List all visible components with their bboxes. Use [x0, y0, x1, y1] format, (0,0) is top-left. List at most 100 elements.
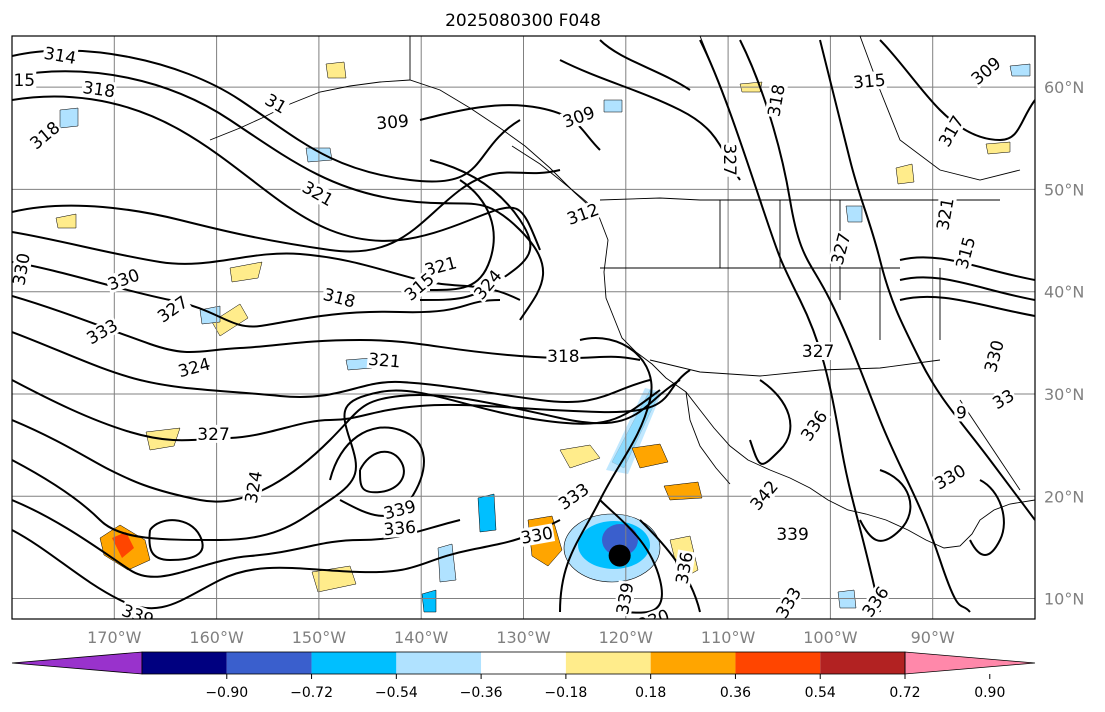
- contour-label-text: 330: [981, 338, 1009, 375]
- contour-label-background: [858, 582, 893, 619]
- lon-tick-label: 110°W: [701, 628, 756, 647]
- contour-label: 324: [175, 354, 213, 382]
- contour-label-background: [118, 600, 157, 619]
- contour-label-background: [25, 117, 64, 154]
- contour-label-background: [721, 142, 740, 177]
- contour-label: 336: [381, 517, 418, 540]
- contour-label-text: 342: [747, 477, 783, 515]
- contour-label-background: [933, 195, 957, 233]
- contour-label-text: 15: [13, 71, 35, 91]
- positive-anomaly-shading: [311, 565, 357, 593]
- lat-tick-label: 20°N: [1044, 487, 1084, 506]
- contour-label-background: [775, 525, 810, 544]
- positive-anomaly-shading: [663, 481, 703, 501]
- contour-label-text: 318: [81, 78, 116, 102]
- positive-anomaly-shading: [55, 213, 77, 229]
- positive-anomaly-shading: [559, 444, 601, 469]
- contour-label: 33: [988, 385, 1019, 414]
- colorbar: −0.90 −0.72 −0.54 −0.36 −0.18 0.18 0.36 0.54 0.7…: [11, 651, 1036, 701]
- contour-label: 324: [241, 468, 267, 506]
- contour-label-text: 327: [828, 231, 856, 268]
- latitude-tick-labels: 60°N 50°N 40°N 30°N 20°N 10°N: [1044, 78, 1084, 608]
- contour-label-background: [934, 111, 968, 151]
- longitude-tick-labels: 170°W 160°W 150°W 140°W 130°W 120°W 110°W 100°W…: [87, 628, 955, 647]
- positive-anomaly-shading: [112, 532, 134, 558]
- negative-anomaly-shading: [603, 99, 623, 113]
- contour-label: 315: [851, 70, 887, 94]
- colorbar-segment: [820, 652, 905, 674]
- contour-label-text: 330: [105, 265, 142, 295]
- contour-label-text: 317: [935, 113, 969, 151]
- contour-label-text: 318: [321, 285, 358, 313]
- contour-label: 336: [858, 582, 894, 619]
- contour-label: 333: [554, 479, 593, 515]
- colorbar-tick-label: 0.36: [720, 685, 751, 701]
- contour-label-text: 309: [560, 103, 597, 133]
- contour-label-background: [988, 385, 1019, 413]
- contour-label: 333: [82, 315, 122, 350]
- contour-label: 330: [104, 265, 143, 295]
- negative-anomaly-shading: [602, 524, 638, 556]
- map-panel: 314 15 318 318 31 321 309 309 312 327 318 315 309 317…: [10, 35, 1036, 620]
- contour-label-text: 318: [765, 83, 790, 118]
- contour-label: 318: [80, 77, 118, 102]
- contour-label: 327: [801, 342, 836, 362]
- negative-anomaly-shading: [421, 589, 437, 613]
- contour-label: 31: [261, 89, 291, 118]
- contour-label-text: 327: [719, 144, 739, 176]
- contour-label: 314: [41, 43, 79, 69]
- lat-tick-label: 10°N: [1044, 590, 1084, 609]
- contour-label-background: [104, 265, 143, 294]
- contour-label: 330: [930, 460, 970, 494]
- contour-label: 318: [764, 82, 790, 119]
- contour-label: 315: [952, 234, 980, 272]
- contour-label-background: [469, 265, 506, 304]
- contour-label-text: 330: [10, 252, 35, 287]
- contour-label-text: 9: [956, 403, 967, 423]
- contour-label-text: 339: [613, 581, 638, 616]
- contour-label-background: [954, 403, 969, 422]
- contour-label: 333: [772, 583, 806, 619]
- contour-label: 327: [196, 424, 231, 445]
- contour-label-text: 321: [367, 350, 401, 373]
- contour-label-background: [320, 284, 359, 311]
- colorbar-segment: [226, 652, 312, 674]
- contour-label-text: 33: [989, 386, 1018, 414]
- contour-label-background: [421, 253, 460, 280]
- contour-label-text: 324: [470, 266, 506, 304]
- contour-label-text: 309: [968, 53, 1006, 89]
- contour-label-background: [41, 43, 79, 68]
- storm-center-marker: [608, 544, 631, 567]
- contour-label-text: 321: [298, 178, 336, 212]
- contour-label-background: [827, 229, 854, 268]
- colorbar-tick-label: 0.72: [889, 685, 920, 701]
- contour-label-background: [261, 89, 291, 118]
- lat-tick-label: 30°N: [1044, 385, 1084, 404]
- contour-label: 336: [796, 406, 832, 445]
- contour-label-text: 333: [83, 316, 121, 350]
- contour-label-background: [796, 406, 832, 445]
- contour-label: 327: [827, 229, 856, 268]
- contour-label-text: 336: [797, 407, 832, 445]
- lon-tick-label: 100°W: [803, 628, 858, 647]
- contour-label-background: [80, 77, 118, 101]
- contour-label-text: 312: [565, 200, 602, 230]
- colorbar-segment: [142, 652, 227, 674]
- colorbar-tick-label: 0.54: [805, 685, 836, 701]
- contour-label-background: [559, 102, 598, 132]
- contour-label-background: [12, 70, 37, 89]
- figure-title: 2025080300 F048: [445, 11, 601, 31]
- contour-label-background: [241, 468, 266, 506]
- colorbar-tick-label: −0.54: [375, 685, 418, 701]
- contour-label: 317: [934, 111, 969, 151]
- contour-label-background: [772, 583, 805, 619]
- contour-label-background: [153, 291, 192, 327]
- contour-label: 309: [374, 111, 411, 134]
- contour-label-text: 315: [852, 71, 886, 94]
- contour-label-background: [851, 70, 887, 92]
- lat-tick-label: 40°N: [1044, 283, 1084, 302]
- positive-anomaly-shading: [631, 443, 669, 469]
- lon-tick-label: 140°W: [394, 628, 449, 647]
- contour-label-background: [82, 315, 122, 348]
